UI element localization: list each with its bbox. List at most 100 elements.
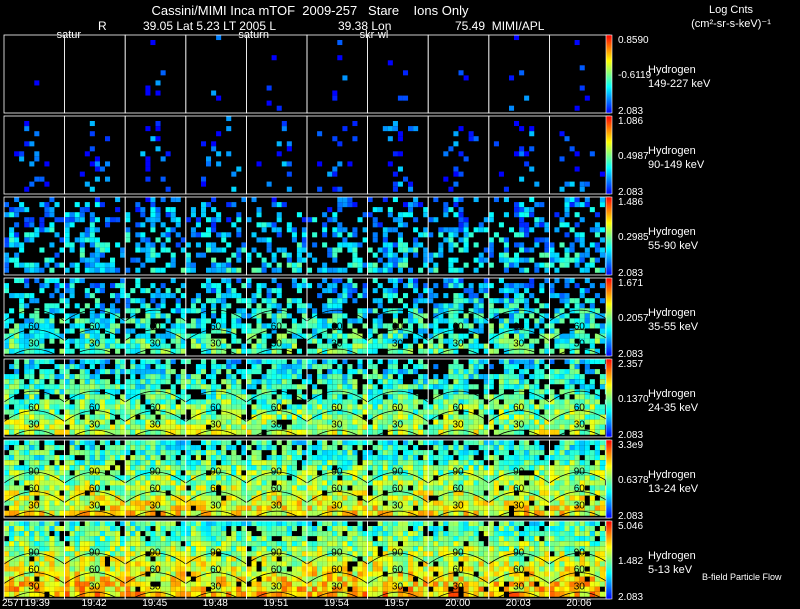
- pixel-cell: [301, 460, 307, 466]
- pixel-cell: [534, 379, 540, 385]
- pixel-cell: [327, 348, 333, 354]
- pixel-cell: [286, 313, 292, 319]
- pixel-cell: [312, 364, 318, 370]
- pixel-cell: [261, 359, 267, 365]
- pixel-cell: [438, 424, 444, 430]
- pixel-cell: [397, 404, 403, 410]
- pixel-cell: [317, 374, 323, 380]
- pixel-cell: [54, 485, 60, 491]
- pixel-cell: [261, 374, 267, 380]
- pixel-cell: [332, 217, 338, 223]
- pixel-cell: [574, 414, 580, 420]
- pixel-cell: [286, 424, 292, 430]
- pixel-cell: [216, 151, 222, 157]
- pixel-cell: [190, 419, 196, 425]
- pixel-cell: [261, 227, 267, 233]
- pixel-cell: [221, 480, 227, 486]
- pixel-cell: [438, 303, 444, 309]
- pixel-cell: [327, 455, 333, 461]
- pixel-cell: [463, 75, 469, 81]
- pixel-cell: [584, 252, 590, 258]
- pixel-cell: [276, 338, 282, 344]
- pixel-cell: [185, 500, 191, 506]
- pixel-cell: [226, 116, 232, 122]
- pixel-cell: [125, 369, 131, 375]
- pixel-cell: [312, 323, 318, 329]
- pixel-cell: [180, 399, 186, 405]
- pixel-cell: [44, 303, 50, 309]
- pixel-cell: [559, 379, 565, 385]
- pixel-cell: [317, 323, 323, 329]
- pixel-cell: [105, 136, 111, 142]
- pixel-cell: [468, 399, 474, 405]
- pixel-cell: [49, 197, 55, 203]
- pixel-cell: [428, 450, 434, 456]
- pixel-cell: [594, 293, 600, 299]
- pixel-cell: [140, 389, 146, 395]
- pixel-cell: [206, 510, 212, 516]
- pixel-cell: [19, 450, 25, 456]
- pixel-cell: [347, 450, 353, 456]
- pixel-cell: [221, 399, 227, 405]
- pixel-cell: [115, 510, 121, 516]
- pixel-cell: [317, 500, 323, 506]
- pixel-cell: [403, 505, 409, 511]
- pixel-cell: [514, 151, 520, 157]
- pixel-cell: [24, 480, 30, 486]
- pixel-cell: [170, 505, 176, 511]
- pixel-cell: [408, 480, 414, 486]
- pixel-cell: [9, 485, 15, 491]
- pixel-cell: [89, 460, 95, 466]
- pixel-cell: [564, 181, 570, 187]
- pixel-cell: [150, 440, 156, 446]
- pixel-cell: [296, 500, 302, 506]
- pixel-cell: [195, 364, 201, 370]
- pixel-cell: [347, 470, 353, 476]
- pixel-cell: [544, 399, 550, 405]
- pixel-cell: [115, 267, 121, 273]
- pixel-cell: [170, 207, 176, 213]
- pixel-cell: [413, 465, 419, 471]
- pixel-cell: [463, 227, 469, 233]
- pixel-cell: [423, 348, 429, 354]
- pixel-cell: [135, 379, 141, 385]
- pixel-cell: [34, 313, 40, 319]
- pixel-cell: [226, 470, 232, 476]
- pixel-cell: [539, 404, 545, 410]
- pixel-cell: [180, 283, 186, 289]
- pixel-cell: [79, 399, 85, 405]
- pixel-cell: [317, 318, 323, 324]
- pixel-cell: [397, 369, 403, 375]
- pixel-cell: [251, 267, 257, 273]
- pixel-cell: [337, 500, 343, 506]
- pixel-cell: [559, 414, 565, 420]
- pixel-cell: [84, 288, 90, 294]
- colorbar-mid: 0.2057: [618, 313, 649, 324]
- pixel-cell: [423, 455, 429, 461]
- pixel-cell: [54, 303, 60, 309]
- pixel-cell: [241, 389, 247, 395]
- pixel-cell: [130, 440, 136, 446]
- pixel-cell: [125, 333, 131, 339]
- pixel-cell: [599, 298, 605, 304]
- pixel-cell: [74, 460, 80, 466]
- pixel-cell: [201, 323, 207, 329]
- pixel-cell: [94, 197, 100, 203]
- pixel-cell: [301, 242, 307, 248]
- pixel-cell: [549, 379, 555, 385]
- pixel-cell: [24, 440, 30, 446]
- pixel-cell: [241, 495, 247, 501]
- pixel-cell: [39, 288, 45, 294]
- pixel-cell: [372, 510, 378, 516]
- pixel-cell: [135, 308, 141, 314]
- pixel-cell: [29, 490, 35, 496]
- pixel-cell: [301, 475, 307, 481]
- pixel-cell: [503, 399, 509, 405]
- pixel-cell: [286, 328, 292, 334]
- pixel-cell: [241, 328, 247, 334]
- pixel-cell: [271, 328, 277, 334]
- pixel-cell: [317, 424, 323, 430]
- contour-line: [124, 348, 187, 361]
- pixel-cell: [84, 262, 90, 268]
- pixel-cell: [271, 485, 277, 491]
